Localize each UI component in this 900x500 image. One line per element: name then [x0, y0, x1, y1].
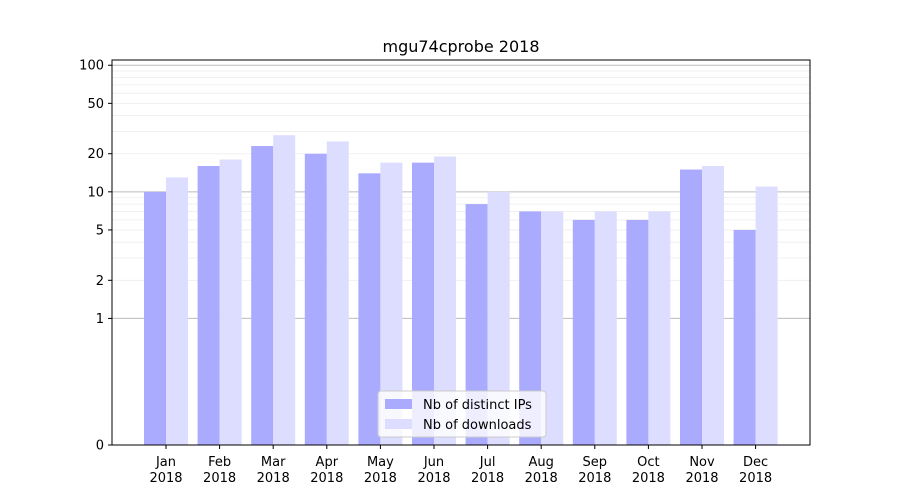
bars [144, 135, 778, 446]
y-tick-label: 2 [96, 274, 104, 289]
chart-title: mgu74cprobe 2018 [382, 37, 539, 56]
x-tick-label-year: 2018 [203, 471, 236, 486]
legend-label: Nb of downloads [423, 418, 532, 433]
y-tick-label: 50 [87, 97, 104, 112]
y-tick-label: 0 [96, 439, 104, 454]
x-axis: Jan2018Feb2018Mar2018Apr2018May2018Jun20… [149, 445, 772, 486]
x-tick-label-year: 2018 [364, 471, 397, 486]
y-tick-label: 20 [87, 147, 104, 162]
bar-downloads [434, 156, 456, 446]
x-tick-label-month: May [367, 455, 394, 470]
bar-distinct-ips [358, 173, 381, 445]
bar-downloads [755, 186, 778, 446]
bar-distinct-ips [304, 153, 327, 446]
bar-distinct-ips [197, 165, 220, 446]
y-tick-label: 10 [87, 185, 104, 200]
x-tick-label-month: Jul [479, 455, 496, 470]
x-tick-label-year: 2018 [685, 471, 718, 486]
y-tick-label: 1 [96, 312, 104, 327]
x-tick-label-year: 2018 [578, 471, 611, 486]
bar-distinct-ips [519, 211, 542, 445]
legend: Nb of distinct IPs Nb of downloads [377, 390, 547, 438]
bar-downloads [702, 165, 724, 446]
bar-distinct-ips [144, 191, 166, 445]
bar-distinct-ips [680, 169, 702, 445]
x-tick-label-month: Dec [743, 455, 768, 470]
bar-distinct-ips [251, 146, 274, 445]
bar-downloads [594, 211, 617, 445]
bar-downloads [166, 177, 188, 446]
x-tick-label-year: 2018 [257, 471, 290, 486]
y-axis: 0 1 2 5 10 20 50 100 [79, 59, 112, 454]
legend-swatch [385, 399, 412, 409]
bar-distinct-ips [572, 219, 595, 445]
x-tick-label-year: 2018 [417, 471, 450, 486]
y-tick-label: 5 [96, 223, 104, 238]
bar-downloads [487, 191, 510, 445]
legend-label: Nb of distinct IPs [423, 398, 532, 413]
bar-downloads [380, 162, 403, 445]
bar-distinct-ips [733, 229, 756, 445]
x-tick-label-year: 2018 [525, 471, 558, 486]
x-tick-label-year: 2018 [310, 471, 343, 486]
x-tick-label-year: 2018 [632, 471, 665, 486]
bar-downloads [648, 211, 671, 445]
x-tick-label-month: Feb [208, 455, 231, 470]
plot-area [111, 59, 811, 446]
bar-downloads [219, 159, 242, 445]
bar-downloads [326, 141, 349, 445]
x-tick-label-month: Oct [637, 455, 659, 470]
x-tick-label-year: 2018 [739, 471, 772, 486]
bar-distinct-ips [412, 162, 434, 445]
legend-box [377, 390, 547, 438]
bar-downloads [273, 135, 296, 445]
x-tick-label-month: Apr [316, 455, 339, 470]
x-tick-label-month: Nov [689, 455, 715, 470]
x-tick-label-year: 2018 [149, 471, 182, 486]
bar-downloads [541, 211, 564, 445]
legend-swatch [385, 419, 412, 429]
y-tick-label: 100 [79, 59, 104, 74]
x-tick-label-month: Jan [155, 455, 176, 470]
bar-distinct-ips [626, 219, 649, 445]
x-tick-label-year: 2018 [471, 471, 504, 486]
x-tick-label-month: Jun [423, 455, 444, 470]
x-tick-label-month: Mar [261, 455, 286, 470]
x-tick-label-month: Sep [583, 455, 608, 470]
x-tick-label-month: Aug [529, 455, 554, 470]
bar-distinct-ips [465, 204, 488, 445]
